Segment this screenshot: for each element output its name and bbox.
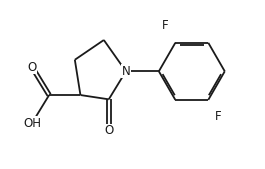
Text: OH: OH (23, 117, 41, 130)
Text: O: O (104, 124, 113, 137)
Text: N: N (122, 65, 130, 78)
Text: F: F (215, 111, 222, 124)
Text: O: O (27, 61, 37, 74)
Text: F: F (162, 19, 169, 32)
